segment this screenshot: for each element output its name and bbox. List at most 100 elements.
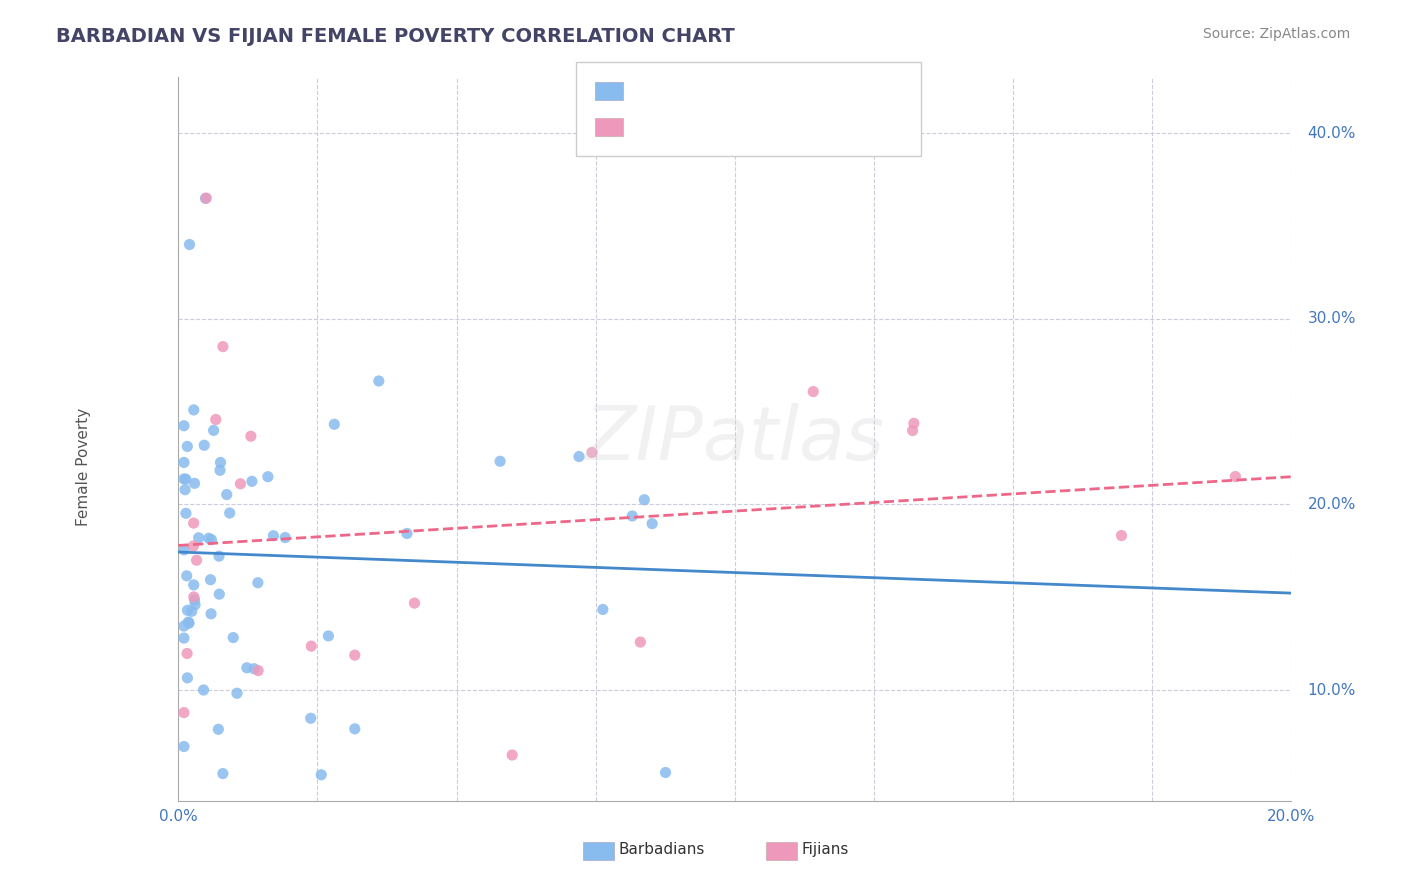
Text: ZIPatlas: ZIPatlas bbox=[585, 403, 884, 475]
Point bbox=[215, 487, 238, 501]
Text: 63: 63 bbox=[780, 80, 803, 98]
Text: Fijians: Fijians bbox=[801, 842, 849, 856]
Point bbox=[174, 472, 197, 486]
Text: 0.0%: 0.0% bbox=[159, 809, 198, 824]
Point bbox=[323, 417, 346, 432]
Point bbox=[343, 722, 366, 736]
Point bbox=[222, 631, 245, 645]
Text: Female Poverty: Female Poverty bbox=[76, 409, 91, 526]
Point bbox=[568, 450, 591, 464]
Point bbox=[179, 237, 201, 252]
Point bbox=[207, 723, 229, 737]
Point bbox=[173, 739, 195, 754]
Point bbox=[173, 631, 195, 645]
Point bbox=[184, 598, 207, 612]
Point bbox=[592, 602, 614, 616]
Point bbox=[173, 619, 195, 633]
Point bbox=[173, 418, 195, 433]
Point bbox=[198, 531, 221, 545]
Point bbox=[173, 455, 195, 469]
Text: 10.0%: 10.0% bbox=[1308, 682, 1355, 698]
Point bbox=[243, 662, 266, 676]
Point bbox=[628, 635, 651, 649]
Point bbox=[621, 508, 644, 523]
Text: 20.0%: 20.0% bbox=[1308, 497, 1355, 512]
Point bbox=[274, 531, 297, 545]
Point bbox=[262, 529, 284, 543]
Point bbox=[208, 463, 231, 477]
Point bbox=[247, 664, 270, 678]
Point bbox=[299, 639, 322, 653]
Point bbox=[194, 191, 217, 205]
Point bbox=[176, 439, 198, 453]
Point bbox=[200, 607, 222, 621]
Point bbox=[200, 533, 222, 547]
Point bbox=[501, 747, 523, 762]
Point bbox=[183, 593, 205, 607]
Text: R =: R = bbox=[630, 80, 666, 98]
Point bbox=[318, 629, 340, 643]
Text: R =: R = bbox=[630, 116, 666, 134]
Point bbox=[183, 403, 205, 417]
Point bbox=[395, 526, 418, 541]
Point bbox=[1111, 528, 1133, 542]
Text: BARBADIAN VS FIJIAN FEMALE POVERTY CORRELATION CHART: BARBADIAN VS FIJIAN FEMALE POVERTY CORRE… bbox=[56, 27, 735, 45]
Point bbox=[186, 553, 208, 567]
Point bbox=[218, 506, 240, 520]
Text: 0.168: 0.168 bbox=[672, 116, 724, 134]
Point bbox=[654, 765, 676, 780]
Point bbox=[240, 475, 263, 489]
Text: N =: N = bbox=[738, 80, 775, 98]
Point bbox=[202, 424, 225, 438]
Point bbox=[236, 661, 259, 675]
Point bbox=[177, 615, 200, 629]
Point bbox=[343, 648, 366, 662]
Point bbox=[173, 472, 195, 486]
Point bbox=[901, 424, 924, 438]
Point bbox=[229, 476, 252, 491]
Point bbox=[212, 766, 235, 780]
Point bbox=[309, 768, 332, 782]
Point bbox=[246, 575, 269, 590]
Point bbox=[183, 590, 205, 604]
Point bbox=[176, 603, 198, 617]
Point bbox=[176, 671, 198, 685]
Point bbox=[176, 647, 198, 661]
Point bbox=[176, 569, 198, 583]
Text: 40.0%: 40.0% bbox=[1308, 126, 1355, 141]
Point bbox=[204, 412, 226, 426]
Point bbox=[173, 706, 195, 720]
Point bbox=[367, 374, 389, 388]
Point bbox=[183, 539, 205, 553]
Point bbox=[581, 445, 603, 459]
Point bbox=[183, 516, 205, 530]
Point bbox=[177, 616, 200, 631]
Point bbox=[903, 417, 925, 431]
Point bbox=[180, 604, 202, 618]
Point bbox=[226, 686, 249, 700]
Text: 23: 23 bbox=[780, 116, 804, 134]
Point bbox=[193, 438, 215, 452]
Point bbox=[801, 384, 824, 399]
Point bbox=[174, 506, 197, 520]
Point bbox=[173, 542, 195, 557]
Point bbox=[208, 549, 231, 563]
Point bbox=[174, 483, 197, 497]
Point bbox=[404, 596, 426, 610]
Text: Barbadians: Barbadians bbox=[619, 842, 704, 856]
Point bbox=[1225, 469, 1247, 483]
Point bbox=[641, 516, 664, 531]
Text: Source: ZipAtlas.com: Source: ZipAtlas.com bbox=[1202, 27, 1350, 41]
Point bbox=[183, 578, 205, 592]
Point bbox=[489, 454, 512, 468]
Point bbox=[299, 711, 322, 725]
Point bbox=[187, 531, 209, 545]
Text: 20.0%: 20.0% bbox=[1267, 809, 1315, 824]
Point bbox=[633, 492, 655, 507]
Text: 30.0%: 30.0% bbox=[1308, 311, 1357, 326]
Point bbox=[212, 340, 235, 354]
Point bbox=[200, 573, 222, 587]
Point bbox=[209, 455, 232, 469]
Point bbox=[193, 683, 215, 698]
Point bbox=[257, 469, 280, 483]
